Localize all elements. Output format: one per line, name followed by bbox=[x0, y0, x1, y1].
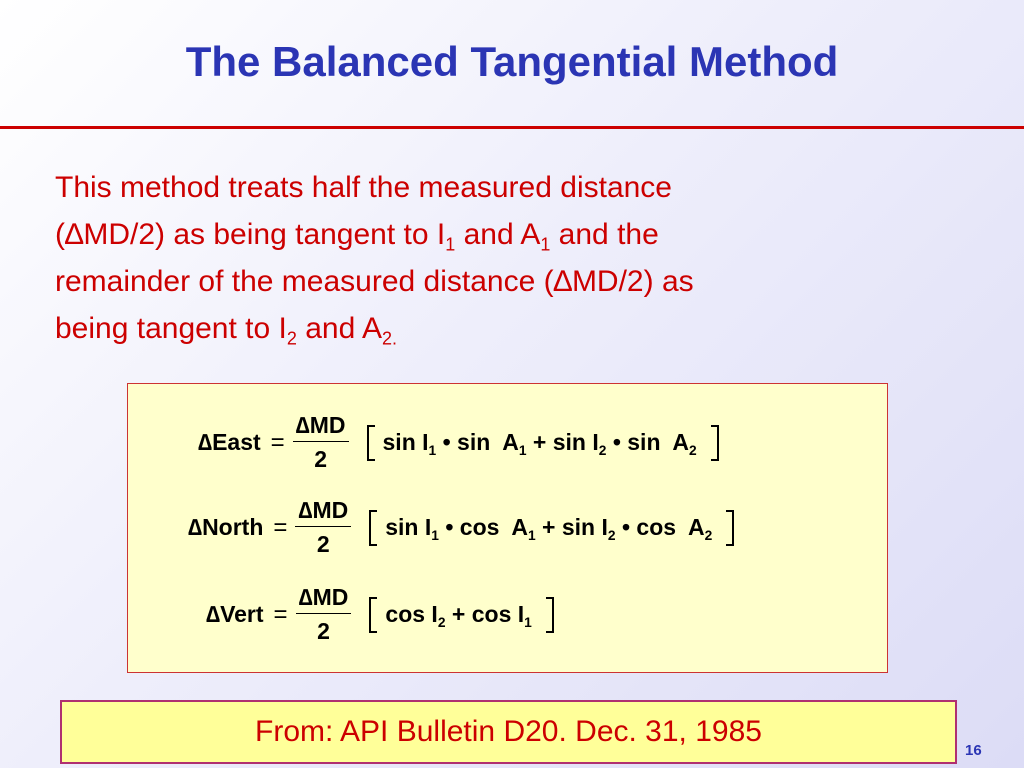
numerator: ∆MD bbox=[295, 584, 352, 614]
denominator: 2 bbox=[317, 618, 330, 644]
text-run: and A bbox=[296, 312, 382, 345]
source-text: From: API Bulletin D20. Dec. 31, 1985 bbox=[255, 715, 762, 748]
text-run: This method treats half the measured dis… bbox=[55, 171, 672, 204]
text-run: being tangent to I bbox=[55, 312, 287, 345]
subscript: 1 bbox=[518, 442, 527, 458]
equation-lhs: ∆North bbox=[188, 514, 264, 540]
fraction: ∆MD 2 bbox=[295, 584, 352, 645]
denominator: 2 bbox=[316, 531, 330, 557]
text-run: (∆MD/2) as being tangent to I bbox=[55, 218, 446, 251]
text-run: cos I bbox=[385, 601, 438, 627]
source-box: From: API Bulletin D20. Dec. 31, 1985 bbox=[60, 700, 957, 764]
paragraph-line: (∆MD/2) as being tangent to I1 and A1 an… bbox=[55, 211, 694, 258]
subscript: 1 bbox=[524, 614, 532, 630]
numerator: ∆MD bbox=[292, 412, 349, 442]
text-run: + sin I bbox=[526, 429, 599, 455]
fraction: ∆MD 2 bbox=[292, 412, 349, 473]
body-paragraph: This method treats half the measured dis… bbox=[55, 164, 694, 352]
equals-sign: = bbox=[270, 428, 285, 456]
close-bracket bbox=[726, 509, 735, 546]
subscript: 2 bbox=[704, 527, 713, 543]
open-bracket bbox=[369, 596, 378, 633]
equation-lhs: ∆East bbox=[198, 429, 261, 455]
paragraph-line: being tangent to I2 and A2. bbox=[55, 305, 694, 352]
subscript: 2 bbox=[286, 328, 297, 349]
equation: ∆North = ∆MD 2 sin I1 • cos A1 + sin I2 • co… bbox=[188, 497, 742, 558]
text-run: + sin I bbox=[535, 514, 608, 540]
subscript: 2 bbox=[607, 527, 616, 543]
close-bracket bbox=[710, 424, 719, 461]
equation-terms: sin I1 • cos A1 + sin I2 • cos A2 bbox=[385, 514, 713, 543]
subscript: 1 bbox=[527, 527, 536, 543]
equation-box: ∆East = ∆MD 2 sin I1 • sin A1 + sin I2 • sin… bbox=[127, 383, 888, 673]
text-run: • sin A bbox=[436, 429, 519, 455]
text-run: remainder of the measured distance (∆MD/… bbox=[55, 265, 694, 298]
subscript: 1 bbox=[431, 527, 439, 543]
equation: ∆Vert = ∆MD 2 cos I2 + cos I1 bbox=[206, 584, 562, 645]
subscript: 1 bbox=[428, 442, 437, 458]
open-bracket bbox=[366, 424, 375, 461]
title-rule bbox=[0, 126, 1024, 129]
paragraph-line: remainder of the measured distance (∆MD/… bbox=[55, 258, 694, 305]
page-number: 16 bbox=[965, 742, 982, 759]
subscript: 2. bbox=[381, 328, 397, 349]
slide-title: The Balanced Tangential Method bbox=[185, 38, 839, 85]
equation: ∆East = ∆MD 2 sin I1 • sin A1 + sin I2 • sin… bbox=[198, 412, 727, 473]
text-run: sin I bbox=[385, 514, 432, 540]
equation-terms: sin I1 • sin A1 + sin I2 • sin A2 bbox=[382, 429, 697, 458]
denominator: 2 bbox=[314, 446, 327, 472]
numerator: ∆MD bbox=[295, 497, 352, 527]
paragraph-line: This method treats half the measured dis… bbox=[55, 164, 694, 211]
text-run: + cos I bbox=[445, 601, 525, 627]
text-run: • cos A bbox=[438, 514, 528, 540]
close-bracket bbox=[545, 596, 554, 633]
text-run: and A bbox=[455, 218, 541, 251]
subscript: 2 bbox=[689, 442, 697, 458]
text-run: sin I bbox=[382, 429, 429, 455]
fraction: ∆MD 2 bbox=[295, 497, 352, 558]
subscript: 2 bbox=[437, 614, 446, 630]
equation-terms: cos I2 + cos I1 bbox=[385, 601, 532, 630]
subscript: 2 bbox=[598, 442, 607, 458]
equation-lhs: ∆Vert bbox=[206, 601, 264, 627]
subscript: 1 bbox=[540, 234, 551, 255]
equals-sign: = bbox=[273, 600, 288, 628]
subscript: 1 bbox=[445, 234, 456, 255]
text-run: • sin A bbox=[606, 429, 690, 455]
text-run: and the bbox=[550, 218, 659, 251]
equals-sign: = bbox=[273, 513, 288, 541]
open-bracket bbox=[369, 509, 378, 546]
text-run: • cos A bbox=[615, 514, 705, 540]
